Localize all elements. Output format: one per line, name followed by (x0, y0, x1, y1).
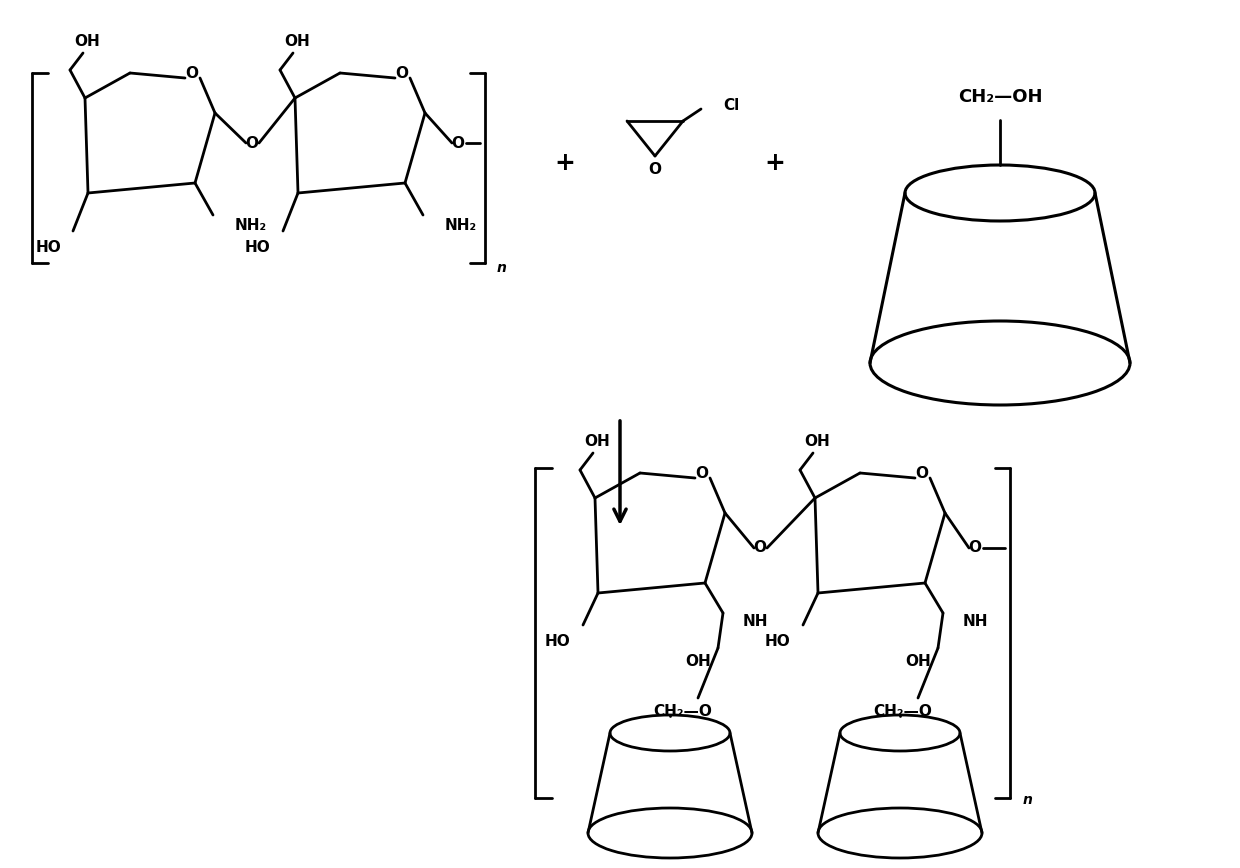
Text: O: O (186, 67, 198, 82)
Text: CH₂—O: CH₂—O (653, 703, 713, 719)
Text: OH: OH (686, 654, 711, 668)
Text: NH: NH (963, 614, 988, 628)
Text: O: O (246, 135, 258, 150)
Text: n: n (497, 261, 507, 275)
Text: NH: NH (743, 614, 769, 628)
Text: NH₂: NH₂ (236, 218, 267, 233)
Text: n: n (1023, 793, 1033, 807)
Text: HO: HO (546, 634, 570, 648)
Text: OH: OH (74, 35, 100, 49)
Text: NH₂: NH₂ (445, 218, 477, 233)
Text: OH: OH (905, 654, 931, 668)
Text: HO: HO (765, 634, 791, 648)
Text: O: O (968, 541, 982, 556)
Text: OH: OH (284, 35, 310, 49)
Text: O: O (915, 466, 929, 482)
Text: OH: OH (584, 433, 610, 449)
Text: CH₂—OH: CH₂—OH (957, 88, 1043, 106)
Text: O: O (754, 541, 766, 556)
Text: Cl: Cl (723, 98, 739, 114)
Text: O: O (396, 67, 408, 82)
Text: O: O (696, 466, 708, 482)
Text: OH: OH (804, 433, 830, 449)
Text: HO: HO (35, 240, 61, 255)
Text: CH₂—O: CH₂—O (873, 703, 932, 719)
Text: +: + (765, 151, 785, 175)
Text: HO: HO (246, 240, 270, 255)
Text: +: + (554, 151, 575, 175)
Text: O: O (649, 161, 661, 176)
Text: O: O (451, 135, 465, 150)
